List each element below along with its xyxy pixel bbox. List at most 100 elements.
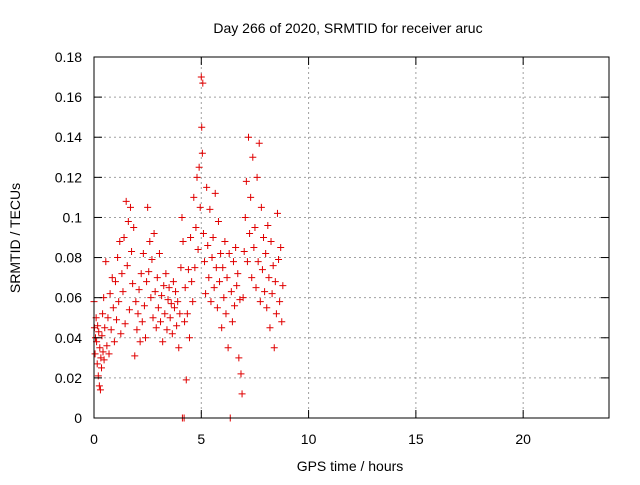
data-point (231, 302, 239, 310)
data-point (224, 344, 232, 352)
data-point (243, 258, 251, 266)
data-point (254, 258, 262, 266)
data-point (211, 189, 219, 197)
data-point (225, 250, 233, 258)
data-point (96, 386, 104, 394)
data-point (213, 304, 221, 312)
data-point (129, 280, 137, 288)
data-point (262, 250, 270, 258)
data-point (199, 229, 207, 237)
data-point (196, 203, 204, 211)
data-point (162, 270, 170, 278)
data-point (248, 274, 256, 282)
data-point (240, 248, 248, 256)
y-tick-label: 0.16 (55, 89, 82, 105)
data-point (195, 163, 203, 171)
data-point (221, 238, 229, 246)
data-point (147, 294, 155, 302)
ticks-layer: 0 0.02 0.04 0.06 0.08 0.1 0.12 0.14 0.16 0.18 0 5 10… (55, 49, 609, 447)
data-point (160, 282, 168, 290)
data-point (94, 322, 102, 330)
data-point (110, 338, 118, 346)
data-point (109, 304, 117, 312)
data-point (258, 266, 266, 274)
y-tick-label: 0.12 (55, 169, 82, 185)
data-point (113, 316, 121, 324)
data-point (123, 262, 131, 270)
data-point (169, 278, 177, 286)
x-tick-label: 15 (408, 431, 424, 447)
data-point (111, 278, 119, 286)
data-point (135, 286, 143, 294)
data-point (153, 274, 161, 282)
data-point (269, 262, 277, 270)
data-point (117, 330, 125, 338)
data-point (265, 274, 273, 282)
y-axis-label: SRMTID / TECUs (7, 183, 23, 293)
data-point (100, 356, 108, 364)
data-point (139, 250, 147, 258)
data-point (178, 213, 186, 221)
data-point (255, 139, 263, 147)
data-point (140, 302, 148, 310)
data-point (242, 177, 250, 185)
data-point (233, 282, 241, 290)
data-point (260, 234, 268, 241)
data-point (130, 223, 138, 231)
data-point (134, 310, 142, 318)
data-point (95, 382, 103, 390)
data-point (172, 288, 180, 296)
data-point (199, 79, 207, 87)
data-point (247, 193, 255, 201)
data-point (187, 234, 195, 241)
x-tick-label: 10 (301, 431, 317, 447)
data-point (155, 250, 163, 258)
data-point (212, 264, 220, 272)
data-point (218, 324, 226, 332)
data-point (104, 314, 112, 322)
data-point (151, 288, 159, 296)
data-point (188, 278, 196, 286)
data-point (276, 298, 284, 306)
data-point (122, 197, 130, 205)
data-point (271, 278, 279, 286)
data-point (99, 348, 107, 356)
data-point (201, 258, 209, 266)
plot-frame (93, 56, 610, 419)
y-tick-label: 0.06 (55, 290, 82, 306)
y-tick-label: 0 (74, 410, 82, 426)
data-point (261, 288, 269, 296)
data-point (115, 298, 123, 306)
data-point (279, 282, 287, 290)
data-point (143, 278, 151, 286)
data-point (223, 274, 231, 282)
y-tick-label: 0.1 (63, 209, 83, 225)
data-point (257, 203, 265, 211)
data-point (250, 244, 258, 252)
data-point (149, 314, 157, 322)
data-point (253, 173, 261, 181)
data-point (165, 284, 173, 292)
data-point (189, 298, 197, 306)
data-point (229, 258, 237, 266)
data-point (263, 304, 271, 312)
data-point (177, 264, 185, 272)
data-point (168, 330, 176, 338)
data-point (220, 294, 228, 302)
data-point (179, 238, 187, 246)
data-point (227, 288, 235, 296)
data-point (222, 310, 230, 318)
data-point (148, 256, 156, 264)
data-point (150, 229, 158, 237)
data-point (95, 328, 103, 336)
data-point (146, 238, 154, 246)
grid-layer (94, 57, 609, 418)
data-point (217, 250, 225, 258)
data-point (91, 350, 99, 358)
data-point (106, 290, 114, 298)
data-point (185, 334, 193, 342)
data-point (191, 264, 199, 272)
data-point (152, 324, 160, 332)
data-point (264, 221, 272, 229)
data-point (205, 274, 213, 282)
